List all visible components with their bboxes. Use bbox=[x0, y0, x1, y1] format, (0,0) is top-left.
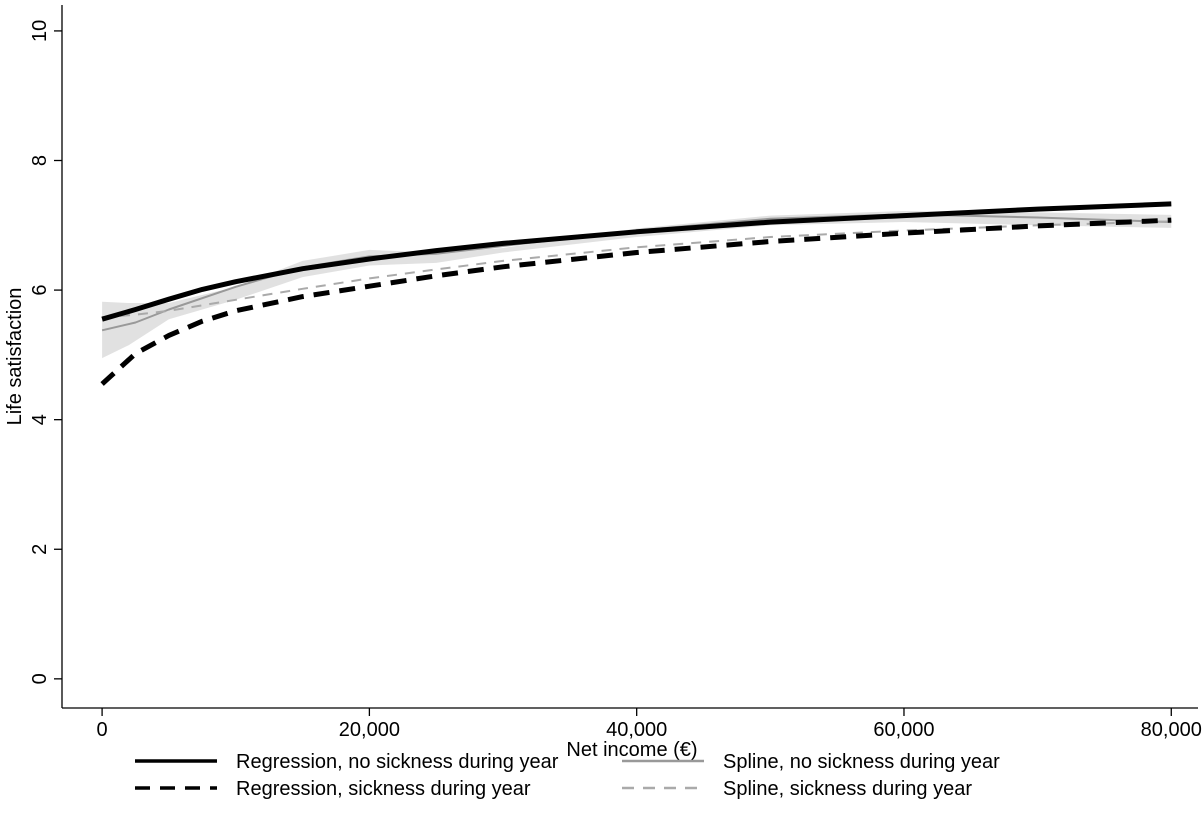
legend: Regression, no sickness during year Regre… bbox=[135, 751, 1000, 800]
x-tick-label: 80,000 bbox=[1141, 719, 1202, 741]
y-tick-label: 4 bbox=[29, 414, 51, 425]
y-tick-label: 6 bbox=[29, 285, 51, 296]
x-tick-label: 60,000 bbox=[873, 719, 934, 741]
y-tick-label: 2 bbox=[29, 544, 51, 555]
legend-label-2: Regression, sickness during year bbox=[236, 778, 531, 800]
x-tick-label: 0 bbox=[97, 719, 108, 741]
series-line-2 bbox=[100, 217, 1172, 386]
legend-label-1: Regression, no sickness during year bbox=[236, 751, 559, 773]
y-tick-label: 8 bbox=[29, 155, 51, 166]
x-axis-title: Net income (€) bbox=[566, 739, 697, 761]
axes: 0 20,000 40,000 60,000 80,000 0 2 4 6 8 10 bbox=[29, 5, 1202, 741]
plot-area bbox=[100, 201, 1172, 386]
legend-label-3: Spline, no sickness during year bbox=[723, 751, 1000, 773]
y-tick-label: 0 bbox=[29, 673, 51, 684]
legend-label-4: Spline, sickness during year bbox=[723, 778, 972, 800]
series-line-1 bbox=[101, 201, 1172, 322]
x-tick-label: 20,000 bbox=[339, 719, 400, 741]
y-axis-title: Life satisfaction bbox=[4, 288, 26, 426]
x-tick-label: 40,000 bbox=[606, 719, 667, 741]
y-tick-label: 10 bbox=[29, 20, 51, 42]
